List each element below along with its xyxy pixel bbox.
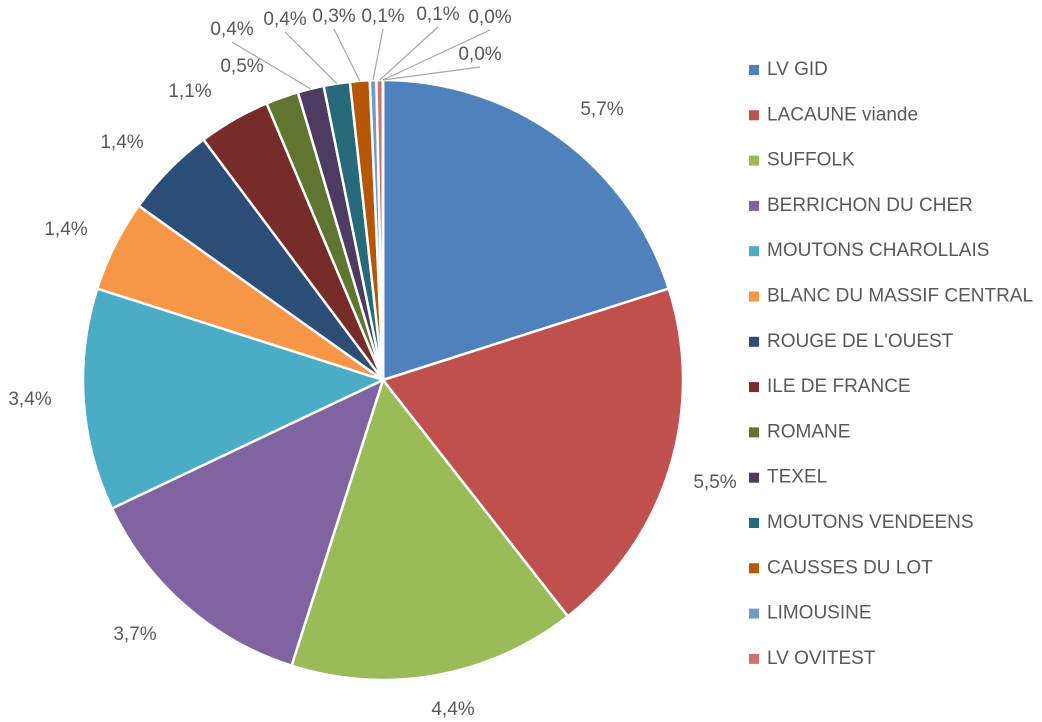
data-label: 0,4%: [210, 19, 253, 40]
legend-swatch: [749, 155, 759, 166]
legend-swatch: [749, 246, 759, 257]
pie-slice: [81, 286, 387, 511]
data-label: 5,5%: [693, 472, 736, 493]
legend-label: MOUTONS CHAROLLAIS: [767, 240, 989, 261]
leader-line: [382, 29, 491, 81]
leader-line: [284, 31, 338, 85]
legend-label: ROUGE DE L'OUEST: [767, 331, 954, 352]
data-label: 0,0%: [468, 7, 511, 28]
leader-line: [382, 66, 481, 81]
legend-label: SUFFOLK: [767, 150, 855, 171]
data-label: 0,4%: [263, 9, 306, 30]
pie-slice: [110, 377, 386, 668]
legend-swatch: [749, 110, 759, 121]
data-label: 1,1%: [168, 81, 211, 102]
legend-swatch: [749, 65, 759, 75]
data-label: 0,3%: [312, 6, 355, 27]
legend-label: LACAUNE viande: [767, 104, 918, 125]
legend-label: TEXEL: [767, 467, 827, 488]
data-label: 3,7%: [113, 624, 156, 645]
legend-label: CAUSSES DU LOT: [767, 557, 933, 578]
legend-label: BLANC DU MASSIF CENTRAL: [767, 286, 1033, 307]
legend-label: LIMOUSINE: [767, 603, 872, 624]
data-label: 0,0%: [458, 44, 501, 65]
data-label: 1,4%: [100, 132, 143, 153]
data-label: 0,5%: [220, 56, 263, 77]
data-label: 4,4%: [431, 699, 474, 720]
legend-swatch: [749, 563, 759, 574]
legend-swatch: [749, 336, 759, 347]
leader-line: [231, 41, 312, 90]
legend-swatch: [749, 200, 759, 211]
legend-swatch: [749, 518, 759, 528]
legend-label: LV OVITEST: [767, 648, 876, 669]
pie-slice: [380, 286, 685, 619]
legend-label: LV GID: [767, 59, 828, 80]
legend-label: BERRICHON DU CHER: [767, 195, 973, 216]
legend-swatch: [749, 653, 759, 664]
legend-label: MOUTONS VENDEENS: [767, 512, 974, 533]
pie-slice: [289, 377, 570, 682]
leader-line: [379, 26, 439, 81]
legend-swatch: [749, 427, 759, 438]
legend-swatch: [749, 608, 759, 619]
legend-label: ILE DE FRANCE: [767, 376, 911, 397]
legend-swatch: [749, 472, 759, 483]
data-label: 0,1%: [416, 4, 459, 25]
data-label: 3,4%: [8, 389, 51, 410]
leader-line: [372, 28, 384, 81]
legend-swatch: [749, 382, 759, 393]
legend-swatch: [749, 291, 759, 302]
pie-slice: [381, 78, 671, 382]
leader-line: [333, 28, 361, 82]
data-label: 5,7%: [580, 99, 623, 120]
legend-label: ROMANE: [767, 421, 850, 442]
data-label: 1,4%: [44, 219, 87, 240]
data-label: 0,1%: [361, 6, 404, 27]
